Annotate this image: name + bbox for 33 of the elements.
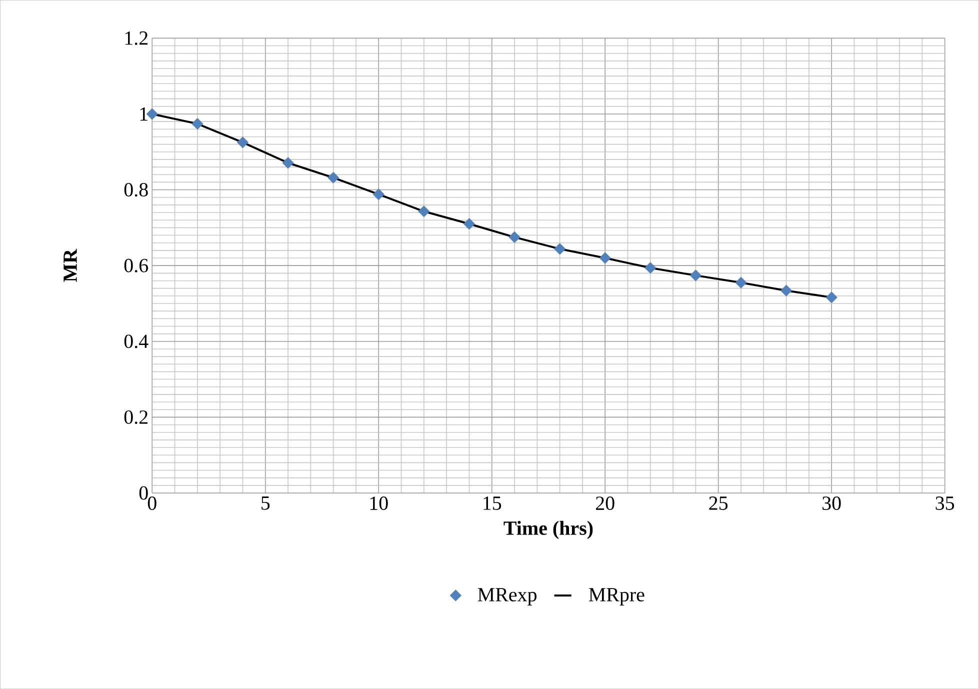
point [282, 156, 294, 169]
x-tick-label: 10 [370, 496, 388, 510]
legend-label: MRpre [588, 588, 644, 606]
y-axis-title: MR [64, 248, 77, 282]
legend-label: MRexp [478, 588, 536, 606]
point [327, 172, 340, 184]
point [508, 231, 520, 243]
y-tick-label: 0.4 [124, 334, 148, 348]
point [644, 262, 656, 274]
x-tick-label: 20 [596, 496, 614, 510]
y-tick-label: 0.2 [124, 410, 148, 424]
y-tick-label: 1.2 [125, 31, 148, 45]
point [463, 218, 476, 230]
point [780, 284, 792, 296]
point [826, 292, 838, 304]
point [735, 276, 747, 288]
point [690, 270, 702, 282]
x-tick-label: 35 [936, 496, 954, 510]
y-tick-label: 0.8 [124, 182, 148, 197]
x-axis-title: Time (hrs) [504, 520, 593, 539]
y-tick-label: 0.6 [124, 258, 148, 272]
point [599, 252, 611, 264]
point [418, 205, 430, 218]
point [192, 118, 204, 130]
x-tick-label: 25 [709, 496, 728, 510]
y-tick-label: 0 [139, 486, 148, 500]
x-tick-label: 30 [822, 496, 841, 510]
x-tick-label: 5 [262, 496, 270, 510]
point [554, 243, 566, 255]
y-tick-label: 1 [140, 107, 148, 121]
x-tick-label: 15 [484, 496, 502, 510]
point [236, 136, 249, 148]
point [372, 188, 384, 200]
